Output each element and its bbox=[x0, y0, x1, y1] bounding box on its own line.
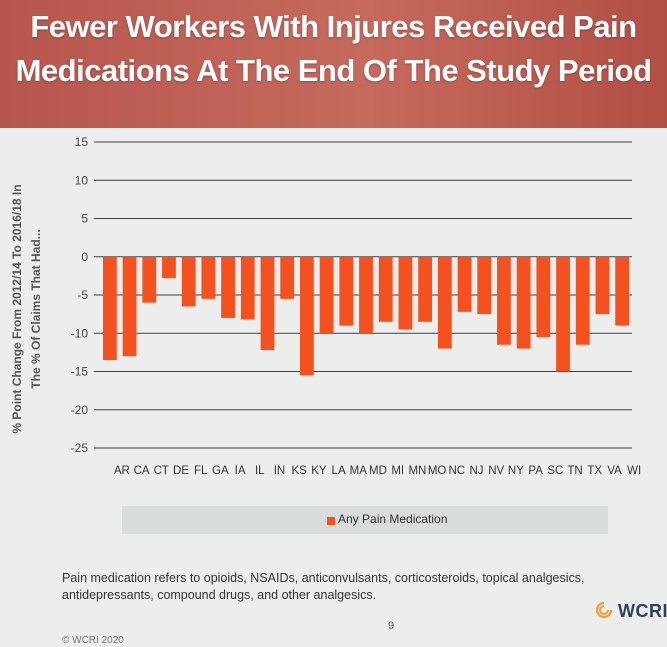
y-tick-labels: 15 10 5 0 -5 -10 -15 -20 -25 bbox=[71, 135, 89, 455]
x-tick-labels: AR CA CT DE FL GA IA IL IN KS KY LA MA MD MI MN MO NC NJ NV… bbox=[114, 465, 641, 477]
bars bbox=[102, 256, 630, 376]
y-tick-label: 10 bbox=[75, 173, 89, 187]
title-band: Fewer Workers With Injures Received Pain… bbox=[0, 0, 667, 128]
bar-il bbox=[240, 256, 255, 320]
bar-nj bbox=[457, 256, 472, 312]
bar-md bbox=[359, 256, 373, 334]
bar-sc bbox=[536, 256, 551, 338]
x-tick-label-tn: TN bbox=[567, 465, 582, 477]
x-tick-label-nj: NJ bbox=[469, 465, 483, 477]
x-tick-label-sc: SC bbox=[547, 465, 563, 477]
wcri-logo-text: WCRI bbox=[618, 601, 667, 621]
slide-title-line-2: Medications At The End Of The Study Peri… bbox=[15, 53, 652, 88]
legend: Any Pain Medication bbox=[122, 506, 608, 534]
page-number: 9 bbox=[388, 620, 395, 632]
bar-mo bbox=[418, 256, 433, 322]
bar-va bbox=[595, 256, 610, 315]
y-tick-label: -15 bbox=[71, 365, 89, 379]
y-tick-label: -25 bbox=[71, 441, 89, 455]
bar-tx bbox=[575, 256, 590, 345]
x-tick-label-mi: MI bbox=[391, 465, 404, 477]
bar-la bbox=[319, 256, 334, 334]
legend-swatch-icon bbox=[327, 517, 335, 525]
bar-mi bbox=[378, 256, 393, 322]
x-tick-label-ar: AR bbox=[114, 465, 130, 477]
bar-pa bbox=[516, 256, 531, 349]
y-tick-label: 0 bbox=[81, 250, 88, 264]
x-tick-label-ky: KY bbox=[311, 465, 327, 477]
x-tick-label-mo: MO bbox=[428, 465, 447, 477]
bar-ga bbox=[201, 256, 216, 299]
bar-ct bbox=[142, 256, 157, 303]
bar-nc bbox=[437, 256, 452, 349]
bar-de bbox=[162, 256, 176, 279]
x-tick-label-nv: NV bbox=[488, 465, 504, 477]
slide-title-line-1: Fewer Workers With Injures Received Pain bbox=[30, 9, 637, 44]
x-tick-label-ga: GA bbox=[212, 465, 229, 477]
x-tick-label-il: IL bbox=[255, 465, 265, 477]
wcri-logo-icon bbox=[596, 602, 612, 618]
x-tick-label-ny: NY bbox=[508, 465, 524, 477]
legend-entry-label: Any Pain Medication bbox=[338, 512, 448, 526]
y-tick-label: -20 bbox=[71, 403, 89, 417]
bar-chart: 15 10 5 0 -5 -10 -15 -20 -25 AR CA CT DE FL GA IA IL IN K… bbox=[71, 135, 642, 477]
x-tick-label-md: MD bbox=[369, 465, 387, 477]
bar-in bbox=[260, 256, 275, 351]
bar-ca bbox=[122, 256, 137, 357]
x-tick-label-ma: MA bbox=[350, 465, 368, 477]
y-tick-label: -10 bbox=[71, 326, 89, 340]
x-tick-label-ca: CA bbox=[134, 465, 150, 477]
bar-fl bbox=[181, 256, 196, 307]
bar-ky bbox=[299, 256, 314, 376]
bar-wi bbox=[615, 256, 630, 326]
x-tick-label-wi: WI bbox=[627, 465, 641, 477]
bar-ma bbox=[339, 256, 354, 326]
bar-mn bbox=[398, 256, 413, 330]
x-tick-label-pa: PA bbox=[528, 465, 543, 477]
x-tick-label-va: VA bbox=[607, 465, 622, 477]
x-tick-label-nc: NC bbox=[449, 465, 466, 477]
x-tick-label-fl: FL bbox=[194, 465, 208, 477]
bar-ia bbox=[221, 256, 235, 318]
y-tick-label: 5 bbox=[81, 212, 88, 226]
x-tick-label-la: LA bbox=[332, 465, 346, 477]
bar-tn bbox=[556, 256, 570, 372]
x-tick-label-ia: IA bbox=[235, 465, 246, 477]
bar-nv bbox=[477, 256, 492, 315]
x-tick-label-tx: TX bbox=[587, 465, 602, 477]
x-tick-label-ct: CT bbox=[154, 465, 169, 477]
x-tick-label-in: IN bbox=[274, 465, 286, 477]
footnote: Pain medication refers to opioids, NSAID… bbox=[62, 571, 585, 602]
y-tick-label: 15 bbox=[75, 135, 89, 149]
bar-ny bbox=[497, 256, 511, 345]
x-tick-label-de: DE bbox=[173, 465, 189, 477]
x-tick-label-mn: MN bbox=[408, 465, 426, 477]
copyright: © WCRI 2020 bbox=[62, 635, 124, 646]
bar-ks bbox=[280, 256, 295, 299]
x-tick-label-ks: KS bbox=[292, 465, 308, 477]
y-tick-label: -5 bbox=[77, 288, 88, 302]
bar-ar bbox=[102, 256, 117, 361]
